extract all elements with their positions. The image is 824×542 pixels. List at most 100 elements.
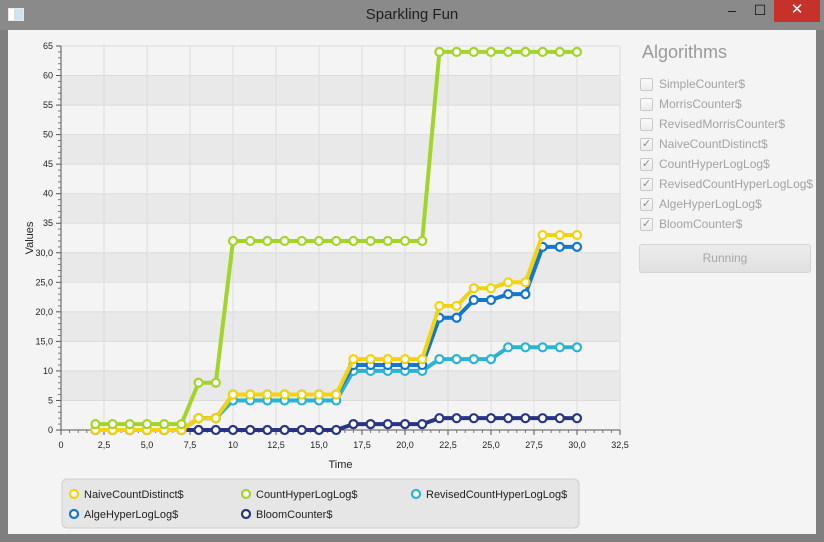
data-point bbox=[227, 235, 239, 247]
data-point bbox=[485, 413, 497, 424]
data-point bbox=[571, 241, 583, 252]
data-point bbox=[313, 389, 325, 400]
data-point bbox=[193, 377, 204, 388]
data-point bbox=[520, 277, 531, 288]
data-point bbox=[503, 277, 514, 288]
legend-marker bbox=[240, 508, 252, 520]
data-point bbox=[124, 418, 135, 430]
legend-box bbox=[61, 478, 580, 529]
data-point bbox=[451, 46, 462, 58]
data-point bbox=[399, 418, 411, 430]
data-point bbox=[468, 46, 479, 58]
y-tick-label: 40 bbox=[43, 189, 53, 199]
algorithm-label: NaiveCountDistinct$ bbox=[659, 137, 768, 151]
algorithm-label: AlgeHyperLogLog$ bbox=[659, 197, 762, 211]
x-tick-label: 25,0 bbox=[482, 440, 500, 450]
running-button[interactable]: Running bbox=[639, 244, 811, 273]
x-tick-label: 32,5 bbox=[611, 440, 629, 450]
legend-label: CountHyperLogLog$ bbox=[256, 489, 358, 501]
data-point bbox=[365, 354, 376, 365]
checkbox-unchecked[interactable] bbox=[640, 118, 653, 131]
algorithms-title: Algorithms bbox=[642, 42, 728, 62]
data-point bbox=[485, 283, 497, 294]
algorithm-label: RevisedCountHyperLogLog$ bbox=[659, 177, 814, 191]
data-point bbox=[520, 342, 531, 353]
data-point bbox=[279, 389, 290, 400]
data-point bbox=[554, 413, 565, 424]
data-point bbox=[348, 418, 359, 430]
legend-label: AlgeHyperLogLog$ bbox=[84, 509, 178, 521]
data-point bbox=[296, 235, 307, 247]
data-point bbox=[382, 418, 393, 430]
data-point bbox=[331, 424, 342, 436]
data-point bbox=[485, 294, 497, 306]
checkbox-checked[interactable]: ✓ bbox=[640, 138, 653, 151]
plot-band bbox=[61, 311, 620, 342]
data-point bbox=[313, 424, 325, 436]
checkbox-checked[interactable]: ✓ bbox=[640, 198, 653, 211]
title-bar[interactable]: Sparkling Fun – ☐ ✕ bbox=[0, 0, 824, 30]
data-point bbox=[554, 46, 565, 58]
y-tick-label: 50 bbox=[43, 130, 53, 140]
algorithm-label: MorrisCounter$ bbox=[659, 97, 742, 111]
x-tick-label: 20,0 bbox=[396, 440, 414, 450]
data-point bbox=[537, 46, 548, 58]
algorithm-label: BloomCounter$ bbox=[659, 217, 743, 231]
data-point bbox=[554, 241, 565, 252]
data-point bbox=[141, 418, 153, 430]
data-point bbox=[159, 418, 170, 430]
data-point bbox=[468, 294, 479, 306]
x-tick-label: 7,5 bbox=[184, 440, 197, 450]
plot-band bbox=[61, 75, 620, 106]
data-point bbox=[313, 235, 325, 247]
legend-label: BloomCounter$ bbox=[256, 509, 332, 521]
data-point bbox=[245, 389, 256, 400]
client-area: 0 2,5 5,0 7,5 10 12,5 15,0 17,5 20,0 22,5 25,0 27,5… bbox=[8, 30, 816, 534]
data-point bbox=[193, 424, 204, 436]
data-point bbox=[554, 342, 565, 353]
plot-band bbox=[61, 193, 620, 224]
app-icon bbox=[8, 8, 24, 21]
data-point bbox=[296, 424, 307, 436]
checkbox-unchecked[interactable] bbox=[640, 98, 653, 111]
y-tick-label: 20,0 bbox=[35, 307, 53, 317]
checkbox-unchecked[interactable] bbox=[640, 78, 653, 91]
maximize-button[interactable]: ☐ bbox=[753, 2, 767, 18]
data-point bbox=[520, 289, 531, 300]
y-tick-label: 0 bbox=[48, 425, 53, 435]
data-point bbox=[227, 424, 239, 436]
data-point bbox=[417, 354, 428, 365]
data-point bbox=[571, 46, 583, 58]
data-point bbox=[210, 413, 221, 424]
data-point bbox=[451, 354, 462, 365]
data-point bbox=[331, 235, 342, 247]
data-point bbox=[571, 229, 583, 241]
data-point bbox=[434, 46, 445, 58]
data-point bbox=[571, 342, 583, 353]
y-tick-label: 45 bbox=[43, 159, 53, 169]
y-tick-label: 10 bbox=[43, 366, 53, 376]
x-tick-label: 17,5 bbox=[353, 440, 371, 450]
minimize-button[interactable]: – bbox=[728, 2, 736, 18]
legend-marker bbox=[240, 488, 252, 500]
data-point bbox=[520, 46, 531, 58]
y-tick-label: 30,0 bbox=[35, 248, 53, 258]
data-point bbox=[537, 342, 548, 353]
close-button[interactable]: ✕ bbox=[774, 0, 820, 22]
data-point bbox=[451, 300, 462, 312]
data-point bbox=[365, 418, 376, 430]
data-point bbox=[382, 235, 393, 247]
data-point bbox=[348, 354, 359, 365]
checkbox-checked[interactable]: ✓ bbox=[640, 178, 653, 191]
data-point bbox=[434, 354, 445, 365]
data-point bbox=[245, 424, 256, 436]
data-point bbox=[399, 235, 411, 247]
data-point bbox=[485, 354, 497, 365]
x-tick-label: 10 bbox=[228, 440, 238, 450]
x-tick-label: 0 bbox=[58, 440, 63, 450]
checkbox-checked[interactable]: ✓ bbox=[640, 158, 653, 171]
data-point bbox=[417, 235, 428, 247]
checkbox-checked[interactable]: ✓ bbox=[640, 218, 653, 231]
y-tick-label: 65 bbox=[43, 41, 53, 51]
